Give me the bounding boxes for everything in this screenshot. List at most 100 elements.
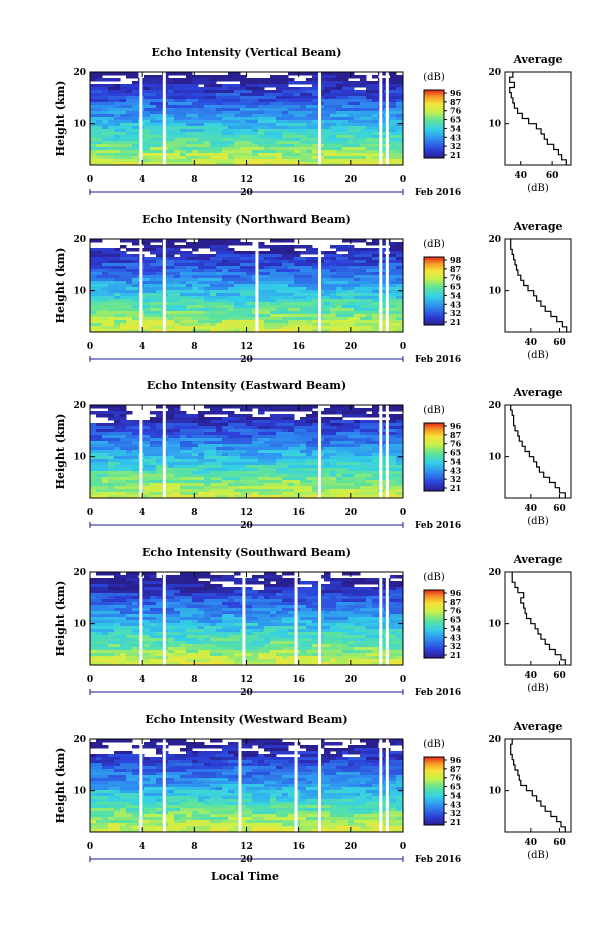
heatmap-cell bbox=[276, 432, 295, 436]
heatmap-cell bbox=[168, 287, 187, 291]
heatmap-cell bbox=[246, 450, 259, 454]
heatmap-cell bbox=[390, 620, 404, 624]
profile-line bbox=[509, 72, 567, 165]
data-gap bbox=[318, 572, 322, 665]
heatmap-cell bbox=[324, 96, 337, 100]
heatmap-cell bbox=[168, 599, 181, 603]
heatmap-cell bbox=[336, 153, 361, 157]
heatmap-cell bbox=[204, 477, 211, 481]
heatmap-cell bbox=[324, 796, 343, 800]
heatmap-cell bbox=[282, 135, 289, 139]
heatmap-cell bbox=[120, 638, 139, 642]
heatmap-cell bbox=[108, 147, 127, 151]
heatmap-cell bbox=[162, 575, 181, 579]
heatmap-cell bbox=[90, 293, 115, 297]
heatmap-cell bbox=[108, 441, 133, 445]
heatmap-cell bbox=[186, 96, 205, 100]
heatmap-cell bbox=[258, 432, 277, 436]
heatmap-cell bbox=[114, 266, 127, 270]
heatmap-cell bbox=[222, 290, 241, 294]
heatmap-cell bbox=[120, 495, 127, 499]
heatmap-cell bbox=[390, 760, 404, 764]
heatmap-cell bbox=[312, 263, 337, 267]
heatmap-cell bbox=[228, 299, 253, 303]
heatmap-cell bbox=[318, 802, 325, 806]
heatmap-cell bbox=[114, 790, 121, 794]
heatmap-cell bbox=[366, 429, 379, 433]
heatmap-cell bbox=[318, 811, 331, 815]
heatmap-cell bbox=[204, 781, 229, 785]
heatmap-cell bbox=[168, 284, 175, 288]
heatmap-cell bbox=[216, 817, 229, 821]
heatmap-cell bbox=[300, 287, 307, 291]
heatmap-cell bbox=[312, 438, 319, 442]
heatmap-cell bbox=[396, 635, 404, 639]
heatmap-cell bbox=[126, 266, 145, 270]
heatmap-cell bbox=[342, 414, 367, 418]
heatmap-cell bbox=[126, 147, 151, 151]
heatmap-cell bbox=[264, 817, 283, 821]
heatmap-cell bbox=[90, 796, 109, 800]
heatmap-cell bbox=[204, 429, 217, 433]
heatmap-cell bbox=[390, 138, 404, 142]
heatmap-cell bbox=[354, 820, 379, 824]
heatmap-cell bbox=[210, 242, 235, 246]
heatmap-cell bbox=[288, 644, 295, 648]
heatmap-cell bbox=[114, 162, 139, 166]
heatmap-cell bbox=[216, 623, 235, 627]
heatmap-cell bbox=[288, 492, 295, 496]
heatmap-cell bbox=[282, 623, 307, 627]
heatmap-cell bbox=[156, 423, 169, 427]
heatmap-cell bbox=[240, 81, 253, 85]
heatmap-cell bbox=[360, 781, 367, 785]
heatmap-cell bbox=[294, 144, 313, 148]
heatmap-cell bbox=[150, 659, 175, 663]
heatmap-cell bbox=[360, 462, 379, 466]
heatmap-cell bbox=[366, 156, 373, 160]
heatmap-cell bbox=[150, 820, 163, 824]
heatmap-cell bbox=[144, 96, 169, 100]
heatmap-cell bbox=[354, 311, 367, 315]
heatmap-cell bbox=[204, 617, 211, 621]
heatmap-cell bbox=[234, 114, 253, 118]
heatmap-cell bbox=[264, 584, 289, 588]
heatmap-cell bbox=[150, 438, 163, 442]
heatmap-cell bbox=[114, 656, 127, 660]
heatmap-cell bbox=[342, 239, 367, 243]
heatmap-cell bbox=[108, 414, 115, 418]
heatmap-cell bbox=[186, 314, 205, 318]
heatmap-cell bbox=[396, 468, 404, 472]
heatmap-cell bbox=[156, 799, 163, 803]
heatmap-cell bbox=[384, 444, 404, 448]
heatmap-cell bbox=[270, 272, 289, 276]
heatmap-cell bbox=[144, 266, 157, 270]
heatmap-cell bbox=[348, 257, 373, 261]
colorbar-tick-label: 21 bbox=[450, 317, 461, 327]
heatmap-cell bbox=[216, 447, 235, 451]
heatmap-cell bbox=[294, 635, 313, 639]
heatmap-cell bbox=[378, 814, 391, 818]
y-axis-label: Height (km) bbox=[54, 81, 67, 157]
colorbar-tick-label: 32 bbox=[450, 308, 461, 318]
heatmap-cell bbox=[180, 748, 193, 752]
heatmap-cell bbox=[366, 414, 385, 418]
heatmap-cell bbox=[156, 290, 163, 294]
heatmap-cell bbox=[204, 763, 211, 767]
heatmap-cell bbox=[120, 105, 133, 109]
heatmap-cell bbox=[210, 659, 223, 663]
heatmap-cell bbox=[258, 99, 277, 103]
heatmap-cell bbox=[384, 739, 403, 743]
heatmap-cell bbox=[246, 626, 265, 630]
heatmap-cell bbox=[318, 471, 331, 475]
profile-xlabel: (dB) bbox=[527, 183, 549, 194]
heatmap-cell bbox=[144, 826, 157, 830]
heatmap-cell bbox=[168, 293, 175, 297]
heatmap-cell bbox=[300, 138, 313, 142]
heatmap-cell bbox=[372, 117, 397, 121]
heatmap-cell bbox=[252, 799, 271, 803]
heatmap-cell bbox=[90, 772, 109, 776]
heatmap-cell bbox=[390, 102, 397, 106]
heatmap-cell bbox=[294, 808, 307, 812]
heatmap-cell bbox=[90, 426, 115, 430]
heatmap-cell bbox=[324, 162, 331, 166]
